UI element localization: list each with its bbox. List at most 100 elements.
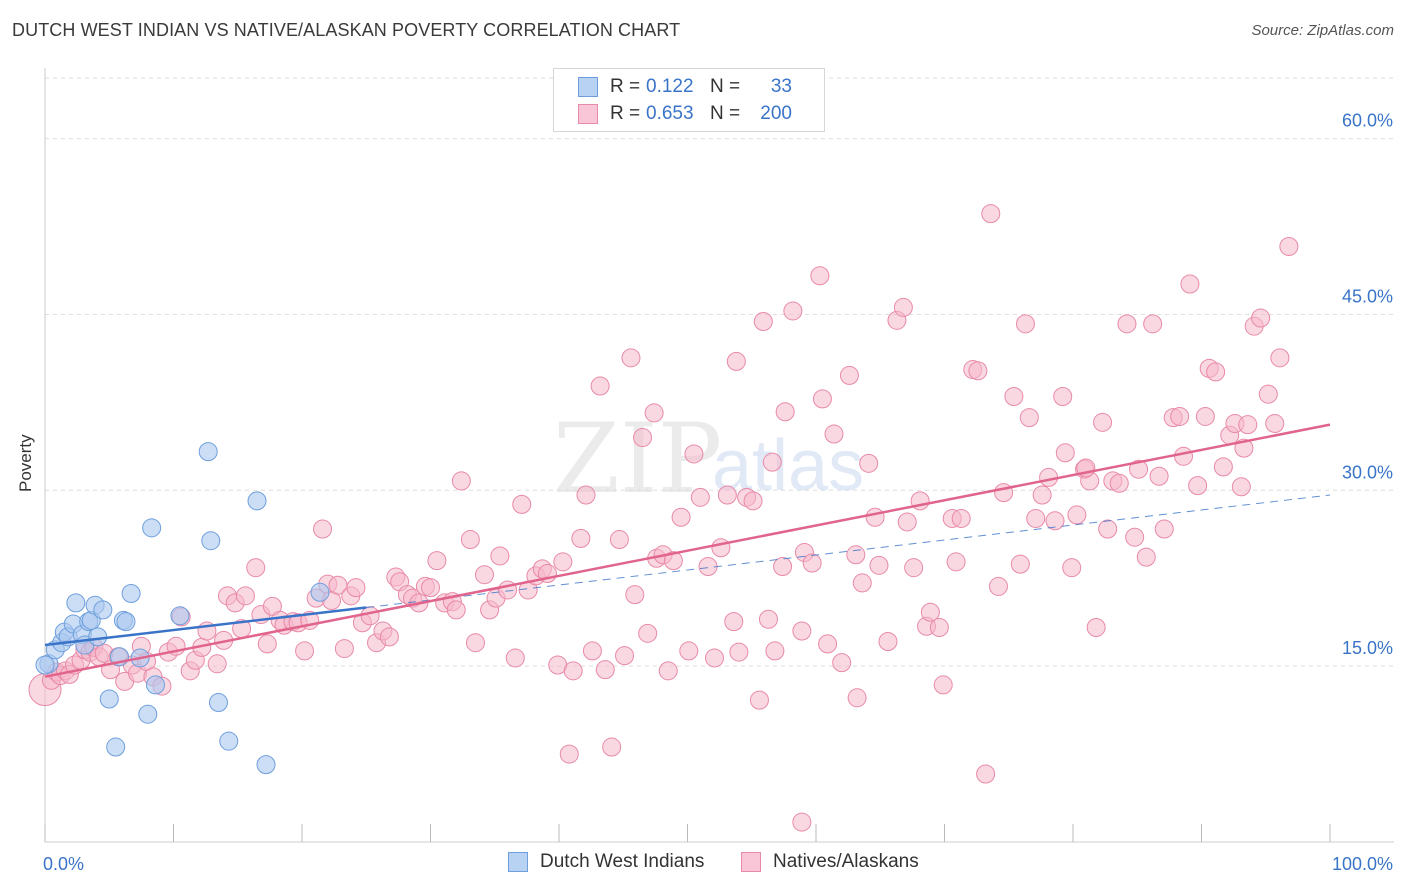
native-alaskan-point (1251, 308, 1271, 328)
native-alaskan-point (832, 653, 852, 673)
native-alaskan-point (246, 558, 266, 578)
native-alaskan-point (812, 389, 832, 409)
legend-label: Natives/Alaskans (773, 851, 919, 872)
native-alaskan-point (897, 512, 917, 532)
native-alaskan-point (976, 764, 996, 784)
native-alaskan-point (1170, 406, 1190, 426)
bottom-legend-natives-alaskans[interactable]: Natives/Alaskans (741, 851, 919, 873)
x-tick-label-left: 0.0% (43, 854, 84, 874)
blue-swatch (578, 77, 598, 97)
native-alaskan-point (981, 204, 1001, 224)
correlation-legend: R = 0.122 N = 33 R = 0.653 N = 200 (553, 68, 825, 132)
dutch-west-indian-point (208, 692, 228, 712)
dutch-west-indians-trend-extension (366, 494, 1331, 609)
native-alaskan-point (474, 565, 494, 585)
dutch-west-indian-point (121, 583, 141, 603)
dutch-west-indian-point (99, 689, 119, 709)
n-value: 33 (770, 76, 792, 97)
native-alaskan-point (920, 602, 940, 622)
native-alaskan-point (933, 675, 953, 695)
native-alaskan-point (334, 639, 354, 659)
native-alaskan-point (625, 585, 645, 605)
native-alaskan-point (775, 402, 795, 422)
native-alaskan-point (644, 403, 664, 423)
native-alaskan-point (792, 621, 812, 641)
natives-alaskans-trend-line (44, 423, 1331, 678)
native-alaskan-point (576, 485, 596, 505)
native-alaskan-point (1026, 508, 1046, 528)
native-alaskan-point (1265, 413, 1285, 433)
native-alaskan-point (446, 600, 466, 620)
pink-swatch (578, 104, 598, 124)
r-label: R = (610, 103, 641, 124)
dutch-west-indian-point (201, 531, 221, 551)
native-alaskan-point (859, 453, 879, 473)
native-alaskan-point (451, 471, 471, 491)
dutch-west-indian-point (247, 491, 267, 511)
native-alaskan-point (1154, 519, 1174, 539)
native-alaskan-point (1098, 519, 1118, 539)
native-alaskan-point (658, 661, 678, 681)
native-alaskan-point (663, 551, 683, 571)
n-value: 200 (760, 103, 792, 124)
dutch-west-indian-point (88, 627, 108, 647)
pink-swatch (741, 852, 761, 872)
native-alaskan-point (690, 487, 710, 507)
native-alaskan-point (1129, 459, 1149, 479)
native-alaskan-point (1149, 466, 1169, 486)
native-alaskan-point (346, 578, 366, 598)
dutch-west-indians-trend-line (44, 606, 367, 647)
native-alaskan-point (360, 606, 380, 626)
native-alaskan-point (988, 576, 1008, 596)
native-alaskan-point (717, 485, 737, 505)
native-alaskan-point (749, 690, 769, 710)
chart-title: DUTCH WEST INDIAN VS NATIVE/ALASKAN POVE… (12, 20, 681, 40)
dutch-west-indian-point (35, 655, 55, 675)
native-alaskan-point (421, 578, 440, 598)
native-alaskan-point (1109, 473, 1129, 493)
native-alaskan-point (869, 555, 889, 575)
native-alaskan-point (904, 558, 924, 578)
native-alaskan-point (878, 632, 898, 652)
native-alaskan-point (1125, 527, 1145, 547)
native-alaskan-point (946, 552, 966, 572)
bottom-legend-dutch-west-indians[interactable]: Dutch West Indians (508, 851, 704, 873)
native-alaskan-point (1136, 547, 1156, 567)
native-alaskan-point (743, 491, 763, 511)
blue-swatch (508, 852, 528, 872)
native-alaskan-point (810, 266, 830, 286)
native-alaskan-point (1188, 476, 1208, 496)
native-alaskan-point (235, 586, 255, 606)
native-alaskan-point (893, 297, 913, 317)
native-alaskan-point (929, 617, 949, 637)
native-alaskan-point (615, 646, 635, 666)
native-alaskan-point (1270, 348, 1290, 368)
native-alaskan-point (802, 553, 822, 573)
source-label: Source: ZipAtlas.com (1251, 22, 1394, 39)
native-alaskan-point (595, 660, 615, 680)
native-alaskan-point (1195, 406, 1215, 426)
native-alaskan-point (684, 444, 704, 464)
native-alaskan-point (1213, 457, 1233, 477)
native-alaskan-point (638, 623, 658, 643)
native-alaskan-point (1019, 408, 1039, 428)
native-alaskan-point (1174, 446, 1194, 466)
dutch-west-indian-point (93, 600, 113, 620)
native-alaskan-point (559, 744, 579, 764)
native-alaskan-point (1053, 387, 1073, 407)
legend-row-natives-alaskans: R = 0.653 N = 200 (578, 102, 792, 126)
natives-alaskans-points (28, 204, 1299, 832)
dutch-west-indians-points (35, 442, 330, 775)
dutch-west-indian-point (219, 731, 239, 751)
native-alaskan-point (1032, 485, 1052, 505)
native-alaskan-point (1086, 617, 1106, 637)
native-alaskan-point (679, 641, 699, 661)
native-alaskan-point (729, 642, 749, 662)
native-alaskan-point (1206, 362, 1226, 382)
dutch-west-indian-point (170, 606, 190, 626)
native-alaskan-point (379, 627, 399, 647)
native-alaskan-point (1093, 412, 1113, 432)
native-alaskan-point (1258, 384, 1278, 404)
native-alaskan-point (1004, 387, 1024, 407)
